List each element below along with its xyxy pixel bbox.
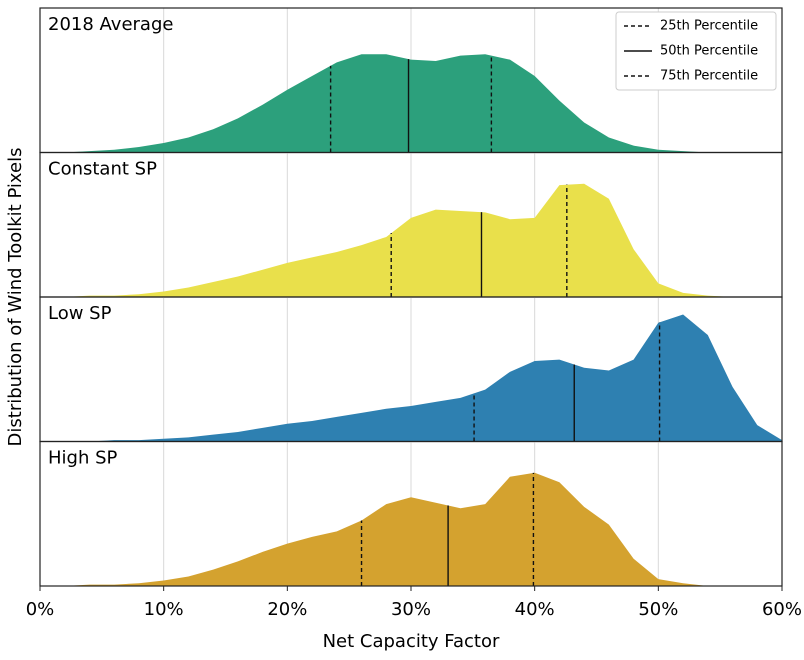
density-area (40, 183, 782, 297)
density-area (40, 314, 782, 442)
legend-label: 75th Percentile (660, 69, 758, 84)
x-tick-label: 0% (26, 599, 55, 620)
panel-label: High SP (48, 448, 118, 469)
y-axis-label: Distribution of Wind Toolkit Pixels (5, 148, 26, 447)
x-tick-label: 40% (515, 599, 555, 620)
legend-label: 25th Percentile (660, 19, 758, 34)
x-tick-label: 20% (267, 599, 307, 620)
x-tick-label: 10% (144, 599, 184, 620)
legend-label: 50th Percentile (660, 44, 758, 59)
legend-box (615, 11, 777, 91)
panel-label: Low SP (48, 303, 112, 324)
x-tick-label: 50% (638, 599, 678, 620)
panel-label: 2018 Average (48, 14, 173, 35)
x-axis-label: Net Capacity Factor (323, 631, 500, 652)
x-tick-label: 60% (762, 599, 802, 620)
panel-label: Constant SP (48, 159, 157, 180)
density-area (40, 472, 782, 586)
density-area (40, 54, 782, 153)
x-tick-label: 30% (391, 599, 431, 620)
